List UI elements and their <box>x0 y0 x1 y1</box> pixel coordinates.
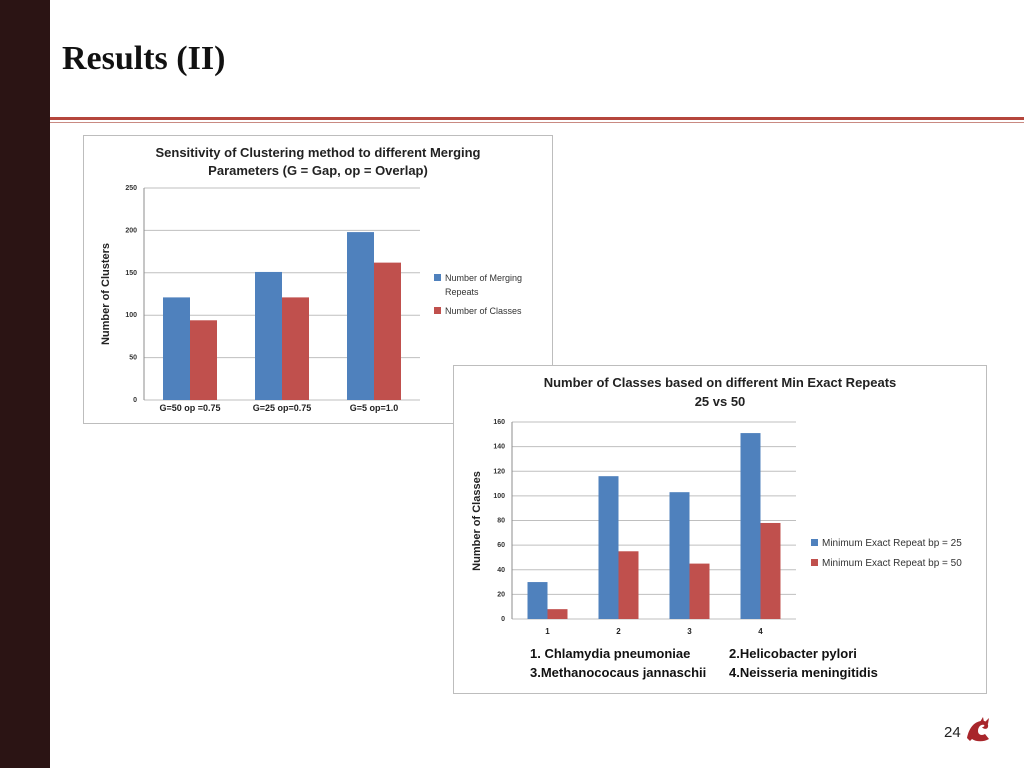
y-tick-label: 0 <box>501 616 505 623</box>
legend-swatch <box>434 274 441 281</box>
y-tick-label: 150 <box>125 270 137 277</box>
x-tick-label: G=50 op =0.75 <box>159 403 220 413</box>
left-sidebar-band <box>0 0 50 768</box>
chart-merging-parameters: Sensitivity of Clustering method to diff… <box>83 135 553 424</box>
footnote-label: 1. Chlamydia pneumoniae <box>530 646 690 661</box>
y-axis-title: Number of Clusters <box>100 243 112 345</box>
legend-swatch <box>811 559 818 566</box>
footnote-label: 4.Neisseria meningitidis <box>729 665 878 680</box>
y-tick-label: 100 <box>493 493 505 500</box>
y-tick-label: 160 <box>493 419 505 426</box>
title-underline-thin <box>50 122 1024 123</box>
bar-series-1 <box>669 492 690 619</box>
x-tick-label: G=25 op=0.75 <box>253 403 312 413</box>
y-tick-label: 250 <box>125 185 137 192</box>
y-tick-label: 80 <box>497 518 505 525</box>
bar-series-2 <box>190 320 217 400</box>
legend-swatch <box>811 539 818 546</box>
chart-title-line: Sensitivity of Clustering method to diff… <box>155 145 480 160</box>
y-tick-label: 120 <box>493 468 505 475</box>
legend-label: Minimum Exact Repeat bp = 25 <box>822 538 962 549</box>
legend-label: Minimum Exact Repeat bp = 50 <box>822 558 962 569</box>
bar-series-1 <box>163 297 190 400</box>
y-tick-label: 140 <box>493 444 505 451</box>
legend-swatch <box>434 307 441 314</box>
chart-title-line: 25 vs 50 <box>695 394 746 409</box>
chart-min-exact-repeats: Number of Classes based on different Min… <box>453 365 987 694</box>
y-tick-label: 40 <box>497 567 505 574</box>
bar-series-1 <box>527 582 548 619</box>
y-tick-label: 60 <box>497 542 505 549</box>
x-tick-label: G=5 op=1.0 <box>350 403 399 413</box>
footnote-label: 2.Helicobacter pylori <box>729 646 857 661</box>
chart-title-line: Number of Classes based on different Min… <box>544 375 897 390</box>
legend-label: Repeats <box>445 287 479 297</box>
x-tick-label: 1 <box>545 627 550 636</box>
bar-series-1 <box>347 232 374 400</box>
bar-series-2 <box>374 262 401 400</box>
bar-series-2 <box>547 609 568 619</box>
x-tick-label: 2 <box>616 627 621 636</box>
slide-title: Results (II) <box>62 40 226 77</box>
legend-label: Number of Classes <box>445 306 522 316</box>
x-tick-label: 4 <box>758 627 763 636</box>
bar-series-1 <box>255 271 282 400</box>
bar-series-1 <box>740 433 761 619</box>
page-number: 24 <box>944 724 961 741</box>
x-tick-label: 3 <box>687 627 692 636</box>
y-tick-label: 200 <box>125 227 137 234</box>
chart-merging-parameters-svg: Sensitivity of Clustering method to diff… <box>100 145 522 413</box>
chart-min-exact-repeats-svg: Number of Classes based on different Min… <box>471 375 962 680</box>
y-tick-label: 20 <box>497 591 505 598</box>
y-tick-label: 100 <box>125 312 137 319</box>
title-underline <box>50 117 1024 120</box>
bar-series-2 <box>618 551 639 619</box>
bar-series-2 <box>689 563 710 619</box>
chart-title-line: Parameters (G = Gap, op = Overlap) <box>208 163 428 178</box>
legend-label: Number of Merging <box>445 273 522 283</box>
footnote-label: 3.Methanococaus jannaschii <box>530 665 706 680</box>
y-axis-title: Number of Classes <box>471 471 483 571</box>
bar-series-1 <box>598 476 619 619</box>
y-tick-label: 50 <box>129 355 137 362</box>
y-tick-label: 0 <box>133 397 137 404</box>
bar-series-2 <box>760 522 781 619</box>
cougar-logo-icon <box>964 716 992 749</box>
bar-series-2 <box>282 297 309 400</box>
